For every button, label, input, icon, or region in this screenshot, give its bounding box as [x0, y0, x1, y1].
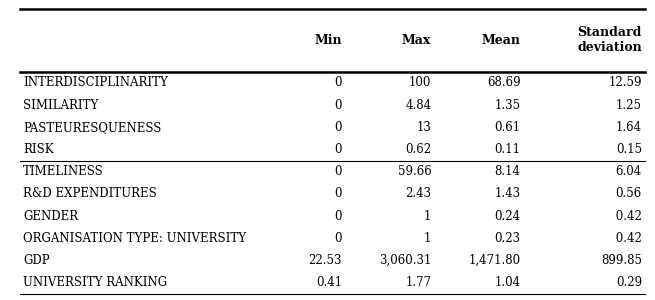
- Text: 0.24: 0.24: [495, 210, 521, 223]
- Text: 1: 1: [424, 232, 431, 245]
- Text: TIMELINESS: TIMELINESS: [23, 165, 103, 178]
- Text: 1.35: 1.35: [495, 98, 521, 112]
- Text: 0.41: 0.41: [316, 276, 342, 290]
- Text: 100: 100: [409, 76, 431, 89]
- Text: ORGANISATION TYPE: UNIVERSITY: ORGANISATION TYPE: UNIVERSITY: [23, 232, 246, 245]
- Text: 59.66: 59.66: [398, 165, 431, 178]
- Text: 12.59: 12.59: [608, 76, 642, 89]
- Text: GDP: GDP: [23, 254, 50, 267]
- Text: 0: 0: [335, 210, 342, 223]
- Text: 1.43: 1.43: [495, 188, 521, 200]
- Text: 1: 1: [424, 210, 431, 223]
- Text: 1.77: 1.77: [405, 276, 431, 290]
- Text: 0.61: 0.61: [495, 121, 521, 134]
- Text: 0.42: 0.42: [612, 210, 642, 223]
- Text: UNIVERSITY RANKING: UNIVERSITY RANKING: [23, 276, 167, 290]
- Text: 0.15: 0.15: [616, 143, 642, 156]
- Text: 0: 0: [335, 121, 342, 134]
- Text: INTERDISCIPLINARITY: INTERDISCIPLINARITY: [23, 76, 168, 89]
- Text: 899.85: 899.85: [601, 254, 642, 267]
- Text: 3,060.31: 3,060.31: [379, 254, 431, 267]
- Text: PASTEURESQUENESS: PASTEURESQUENESS: [23, 121, 161, 134]
- Text: 6.04: 6.04: [616, 165, 642, 178]
- Text: RISK: RISK: [23, 143, 54, 156]
- Text: R&D EXPENDITURES: R&D EXPENDITURES: [23, 188, 157, 200]
- Text: 0.23: 0.23: [495, 232, 521, 245]
- Text: 0: 0: [335, 98, 342, 112]
- Text: 1,471.80: 1,471.80: [468, 254, 521, 267]
- Text: 0.29: 0.29: [616, 276, 642, 290]
- Text: Standard
deviation: Standard deviation: [577, 26, 642, 54]
- Text: 22.53: 22.53: [309, 254, 342, 267]
- Text: 0: 0: [335, 232, 342, 245]
- Text: 68.69: 68.69: [487, 76, 521, 89]
- Text: Min: Min: [314, 34, 342, 47]
- Text: 0.42: 0.42: [612, 232, 642, 245]
- Text: 8.14: 8.14: [495, 165, 521, 178]
- Text: 0.62: 0.62: [405, 143, 431, 156]
- Text: 1.64: 1.64: [616, 121, 642, 134]
- Text: 1.25: 1.25: [616, 98, 642, 112]
- Text: 13: 13: [417, 121, 431, 134]
- Text: 4.84: 4.84: [405, 98, 431, 112]
- Text: 2.43: 2.43: [405, 188, 431, 200]
- Text: 0.56: 0.56: [616, 188, 642, 200]
- Text: SIMILARITY: SIMILARITY: [23, 98, 98, 112]
- Text: 1.04: 1.04: [495, 276, 521, 290]
- Text: 0: 0: [335, 76, 342, 89]
- Text: 0.11: 0.11: [495, 143, 521, 156]
- Text: 0: 0: [335, 188, 342, 200]
- Text: Max: Max: [402, 34, 431, 47]
- Text: GENDER: GENDER: [23, 210, 78, 223]
- Text: 0: 0: [335, 165, 342, 178]
- Text: Mean: Mean: [481, 34, 521, 47]
- Text: 0: 0: [335, 143, 342, 156]
